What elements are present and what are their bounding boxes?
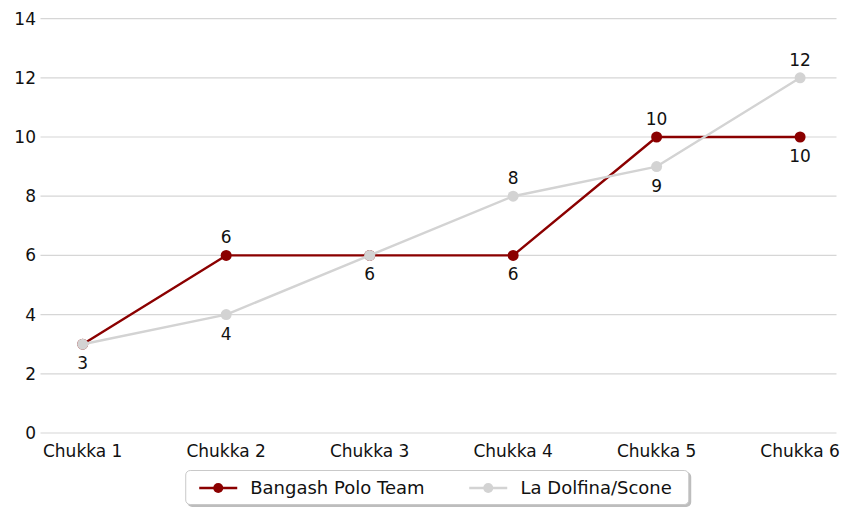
data-point [508,191,519,202]
series-line [83,78,800,344]
y-tick-label: 8 [25,186,36,206]
data-point-label: 4 [221,324,232,344]
x-tick-label: Chukka 6 [760,441,839,461]
legend-label: La Dolfina/Scone [521,477,672,498]
x-tick-label: Chukka 1 [43,441,122,461]
data-point-label: 10 [789,146,811,166]
x-tick-label: Chukka 4 [473,441,552,461]
y-tick-label: 6 [25,245,36,265]
data-point-label: 6 [508,264,519,284]
data-point-label: 10 [646,109,668,129]
data-point-label: 6 [364,264,375,284]
y-tick-label: 2 [25,364,36,384]
series-line [83,137,800,344]
legend-line-marker-icon [198,481,238,495]
x-tick-label: Chukka 2 [186,441,265,461]
legend-item-bangash: Bangash Polo Team [198,477,424,498]
data-point [651,132,662,143]
data-point [221,250,232,261]
legend-line-marker-icon [469,481,509,495]
data-point-label: 6 [221,227,232,247]
data-point [651,161,662,172]
legend-item-la-dolfina: La Dolfina/Scone [469,477,672,498]
data-point [508,250,519,261]
y-tick-label: 0 [25,423,36,443]
y-tick-label: 12 [14,68,36,88]
data-point-label: 8 [508,168,519,188]
x-tick-label: Chukka 3 [330,441,409,461]
data-point [77,339,88,350]
data-point-label: 3 [77,353,88,373]
legend-label: Bangash Polo Team [250,477,424,498]
y-tick-label: 14 [14,9,36,29]
data-point [795,72,806,83]
chart-canvas: 0 2 4 6 8 10 12 14 Chukka 1 Chukka 2 Chukka 3 Chukk… [0,0,864,518]
data-point [221,309,232,320]
data-point-label: 9 [651,176,662,196]
x-tick-label: Chukka 5 [617,441,696,461]
y-tick-label: 10 [14,127,36,147]
y-tick-label: 4 [25,305,36,325]
line-chart: 0 2 4 6 8 10 12 14 Chukka 1 Chukka 2 Chukka 3 Chukk… [0,0,864,518]
data-point-label: 12 [789,50,811,70]
data-point [795,132,806,143]
legend: Bangash Polo Team La Dolfina/Scone [185,470,689,505]
data-point [364,250,375,261]
